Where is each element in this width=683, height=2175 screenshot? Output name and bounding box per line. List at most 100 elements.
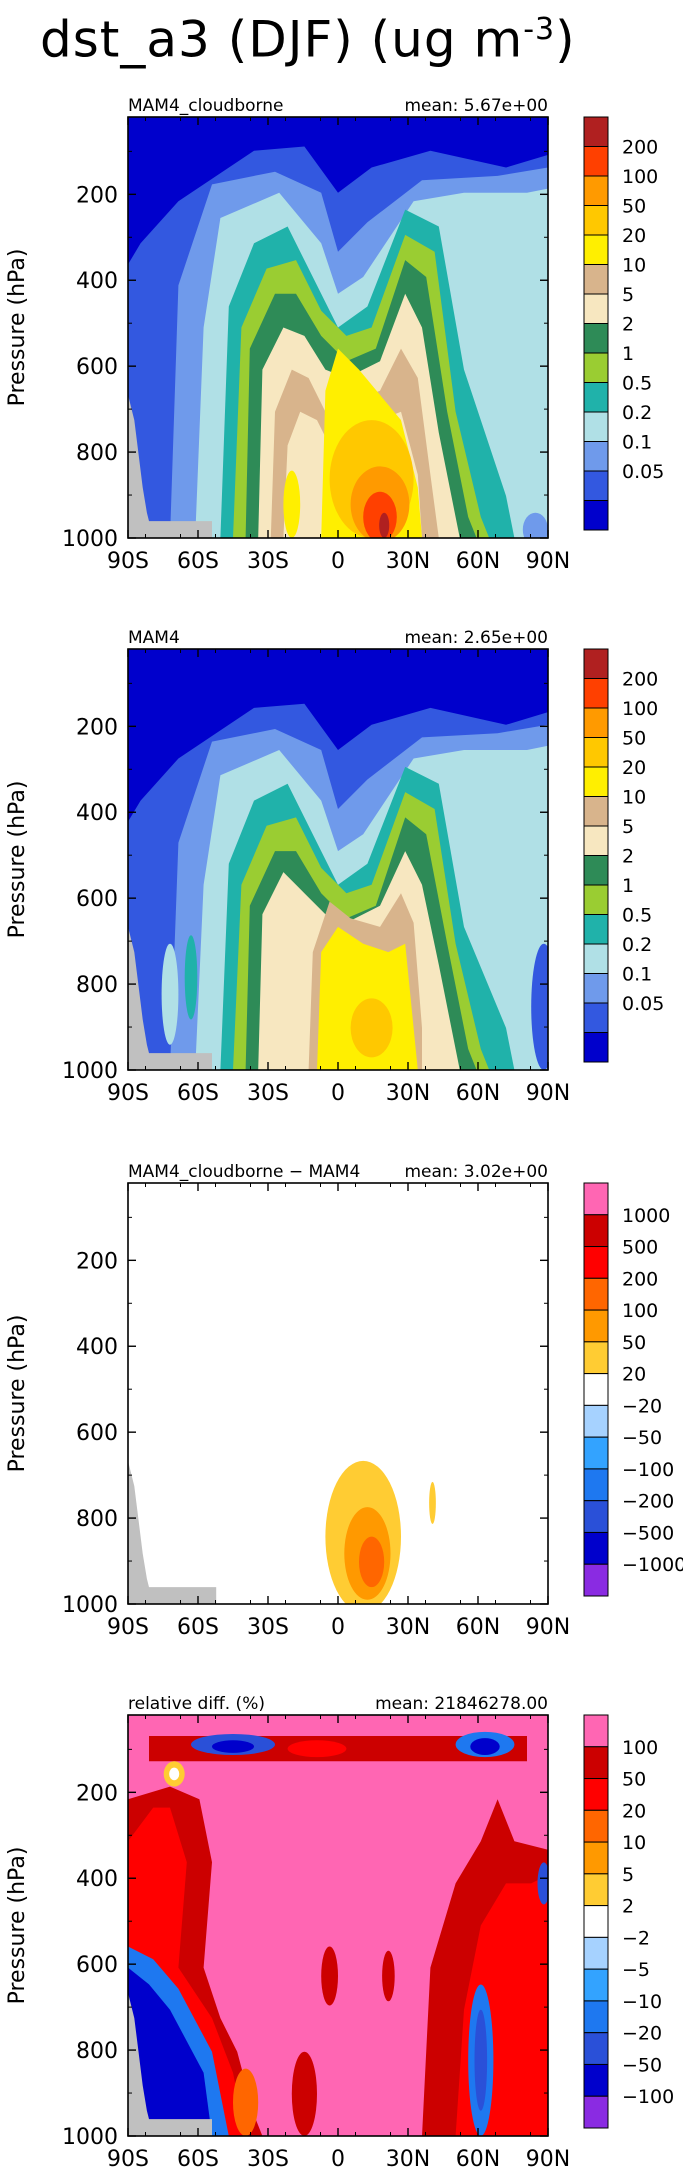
figure-title: dst_a3 (DJF) (ug m-3) (40, 0, 576, 70)
colorbar-label: −5 (622, 1959, 650, 1981)
colorbar-swatch (583, 234, 609, 265)
colorbar-swatch (583, 1277, 609, 1311)
colorbar-label: 1000 (622, 1205, 670, 1227)
contour-50 (350, 998, 393, 1058)
contour-max (379, 512, 390, 538)
topography-mask (128, 1992, 212, 2136)
colorbar-swatch (583, 500, 609, 531)
colorbar-swatch (583, 1246, 609, 1279)
y-tick-label: 600 (76, 1421, 118, 1446)
colorbar-swatch (583, 884, 609, 915)
colorbar-swatch (583, 1032, 609, 1063)
colorbar-label: 5 (622, 284, 634, 306)
colorbar-label: 50 (622, 1769, 646, 1791)
colorbar: 200 100 50 20 10 5 2 1 0.5 0.2 0.1 0.05 (583, 116, 664, 531)
x-tick-label: 0 (331, 2147, 345, 2172)
panel-right-label: mean: 3.02e+00 (404, 1162, 548, 1182)
panel-left-label: MAM4 (128, 628, 180, 648)
colorbar-swatch (583, 973, 609, 1004)
polar-wisp-1 (161, 943, 179, 1045)
y-tick-label: 800 (76, 2039, 118, 2064)
colorbar-label: 100 (622, 166, 658, 188)
x-tick-label: 90N (526, 1615, 570, 1640)
y-tick-label: 800 (76, 1507, 118, 1532)
y-tick-label: 800 (76, 441, 118, 466)
colorbar-label: −100 (622, 2086, 674, 2108)
panel-right-label: mean: 5.67e+00 (404, 96, 548, 116)
x-tick-label: 60S (177, 1081, 219, 1106)
top-band-blue-2 (212, 1740, 254, 1753)
patch-mid-2 (321, 1946, 338, 2006)
x-tick-label: 0 (331, 1615, 345, 1640)
column-lightblue-ne (474, 2009, 488, 2111)
colorbar-label: 50 (622, 728, 646, 750)
y-tick-label: 600 (76, 1953, 118, 1978)
x-tick-label: 90S (107, 1615, 149, 1640)
y-tick-label: 1000 (62, 1059, 118, 1084)
x-tick-label: 60N (456, 549, 500, 574)
colorbar-swatch (583, 264, 609, 295)
colorbar-swatch (583, 855, 609, 886)
panel-right-label: mean: 2.65e+00 (404, 628, 548, 648)
x-tick-label: 60N (456, 1081, 500, 1106)
colorbar-swatch (583, 1341, 609, 1375)
x-tick-label: 30N (386, 1615, 430, 1640)
colorbar-swatch (583, 205, 609, 236)
y-tick-label: 400 (76, 801, 118, 826)
spot-orange-s (233, 2068, 259, 2136)
colorbar: 1000 500 200 100 50 20 −20 −50 −100 −200 −500 −1000 (583, 1182, 683, 1597)
colorbar-swatch (583, 943, 609, 974)
x-tick-label: 60S (177, 549, 219, 574)
topography-mask (128, 926, 212, 1070)
patch-mid-3 (382, 1950, 395, 2002)
y-tick-label: 600 (76, 887, 118, 912)
y-axis-label: Pressure (hPa) (5, 781, 30, 939)
y-tick-label: 400 (76, 1867, 118, 1892)
x-tick-label: 90S (107, 2147, 149, 2172)
colorbar-swatch (583, 2032, 609, 2065)
y-tick-label: 600 (76, 355, 118, 380)
colorbar-label: −500 (622, 1522, 674, 1544)
colorbar-swatch (583, 293, 609, 324)
colorbar-label: −2 (622, 1927, 650, 1949)
x-tick-label: 60N (456, 1615, 500, 1640)
polar-wisp-3 (205, 943, 219, 995)
y-axis-label: Pressure (hPa) (5, 1847, 30, 2005)
colorbar-swatch (583, 825, 609, 856)
contour-20-small (429, 1481, 436, 1525)
colorbar-swatch (583, 1214, 609, 1248)
region-darkblue-sw (128, 1967, 212, 2136)
x-tick-label: 30S (247, 1081, 289, 1106)
colorbar-swatch (583, 1436, 609, 1470)
colorbar-label: −200 (622, 1491, 674, 1513)
colorbar-label: 100 (622, 1737, 658, 1759)
x-tick-label: 60S (177, 1615, 219, 1640)
contour-field (128, 1715, 548, 2136)
colorbar-swatch (583, 1002, 609, 1033)
contour-field (128, 1183, 548, 1604)
colorbar-label: 0.2 (622, 402, 652, 424)
colorbar-swatch (583, 1841, 609, 1875)
colorbar-label: 50 (622, 196, 646, 218)
colorbar-label: −50 (622, 2054, 662, 2076)
colorbar: 100 50 20 10 5 2 −2 −5 −10 −20 −50 −100 (583, 1714, 674, 2129)
topography-mask (128, 1460, 217, 1604)
colorbar-swatch (583, 766, 609, 797)
x-tick-label: 30S (247, 1615, 289, 1640)
contour-edge (522, 512, 548, 538)
colorbar-label: 200 (622, 1268, 658, 1290)
contour-edge (531, 943, 548, 1070)
colorbar-label: 10 (622, 787, 646, 809)
colorbar-swatch (583, 1905, 609, 1938)
colorbar-label: 0.05 (622, 461, 664, 483)
contour-field (128, 649, 548, 1070)
colorbar-swatch (583, 1182, 609, 1216)
colorbar-label: 100 (622, 698, 658, 720)
y-tick-label: 1000 (62, 2125, 118, 2150)
colorbar-swatch (583, 382, 609, 413)
panel-1: MAM4_cloudborne mean: 5.67e+0020040060080… (5, 96, 664, 574)
colorbar-label: −10 (622, 1991, 662, 2013)
title-close: ) (555, 10, 576, 69)
colorbar: 200 100 50 20 10 5 2 1 0.5 0.2 0.1 0.05 (583, 648, 664, 1063)
colorbar-label: 1 (622, 343, 634, 365)
